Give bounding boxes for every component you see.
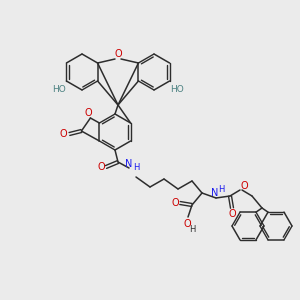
Text: O: O [97,162,105,172]
Text: O: O [85,108,92,118]
Text: H: H [189,224,195,233]
Text: H: H [133,163,140,172]
Text: HO: HO [170,85,184,94]
Text: O: O [183,219,191,229]
Text: O: O [240,181,248,191]
Text: O: O [60,129,67,139]
Text: HO: HO [52,85,66,94]
Text: N: N [211,188,219,198]
Text: O: O [171,198,179,208]
Text: O: O [228,209,236,219]
Text: H: H [218,185,224,194]
Text: N: N [125,159,133,169]
Text: O: O [114,49,122,59]
